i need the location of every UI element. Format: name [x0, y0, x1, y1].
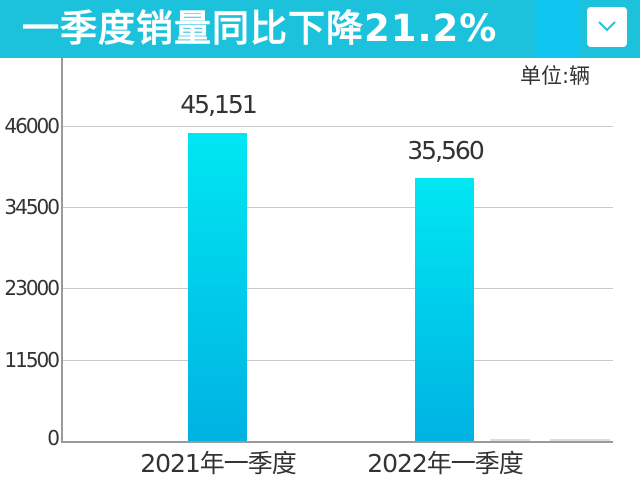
x-category-label: 2022年一季度: [367, 449, 524, 478]
bar-2022-q1: [415, 178, 474, 441]
unit-label: 单位:辆: [520, 64, 591, 88]
y-tick-label: 34500: [4, 195, 60, 219]
chart-title: 一季度销量同比下降21.2%: [22, 7, 498, 50]
bar-value-label: 35,560: [407, 136, 484, 165]
x-axis: [61, 441, 613, 443]
gridline: [63, 360, 613, 361]
gridline: [63, 288, 613, 289]
bar-2021-q1: [188, 133, 247, 441]
y-tick-label: 23000: [4, 276, 60, 300]
y-tick-label: 46000: [4, 114, 60, 138]
y-axis: [61, 58, 63, 442]
banner-shade: [536, 0, 580, 58]
x-category-label: 2021年一季度: [140, 449, 297, 478]
y-tick-label: 0: [47, 426, 60, 450]
y-tick-label: 11500: [4, 348, 60, 372]
chevron-down-icon: [598, 21, 616, 32]
title-banner: 一季度销量同比下降21.2%: [0, 0, 640, 58]
gridline: [63, 126, 613, 127]
gridline: [63, 207, 613, 208]
dropdown-button[interactable]: [587, 7, 627, 47]
bar-value-label: 45,151: [180, 90, 257, 119]
watermark-fragment: [550, 439, 610, 441]
watermark-fragment: [490, 439, 530, 441]
